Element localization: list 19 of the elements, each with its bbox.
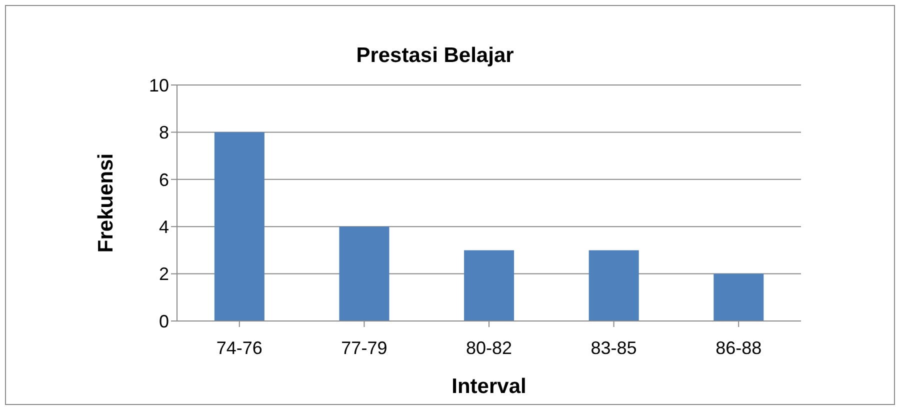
- y-axis-title: Frekuensi: [94, 153, 118, 253]
- bar: [714, 274, 764, 321]
- x-axis-title: Interval: [452, 375, 526, 398]
- x-tick-label: 83-85: [590, 338, 637, 358]
- x-tick-label: 86-88: [716, 338, 762, 358]
- y-tick-label: 6: [158, 170, 169, 190]
- bar: [214, 132, 264, 321]
- bar: [339, 226, 390, 321]
- y-tick-label: 0: [158, 311, 169, 332]
- x-tick-label: 80-82: [466, 338, 512, 358]
- y-tick-label: 8: [158, 122, 169, 143]
- bar: [588, 250, 639, 321]
- y-tick-label: 2: [158, 264, 169, 284]
- x-tick-label: 77-79: [341, 338, 388, 358]
- y-tick-label: 10: [148, 75, 169, 96]
- bar: [464, 250, 514, 321]
- chart-title: Prestasi Belajar: [355, 44, 515, 68]
- y-tick-label: 4: [158, 216, 169, 237]
- x-tick-label: 74-76: [216, 338, 262, 358]
